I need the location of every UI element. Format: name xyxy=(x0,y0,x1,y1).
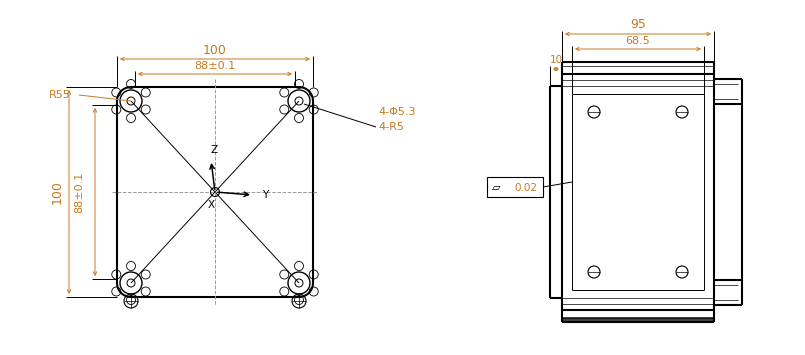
Text: 88±0.1: 88±0.1 xyxy=(194,61,236,71)
Text: 4-Φ5.3: 4-Φ5.3 xyxy=(378,107,415,117)
Text: 4-R5: 4-R5 xyxy=(378,122,404,132)
Bar xyxy=(562,317,714,322)
Text: Y: Y xyxy=(262,190,268,200)
Text: 0.02: 0.02 xyxy=(514,183,537,193)
Text: 95: 95 xyxy=(630,18,646,32)
Text: 88±0.1: 88±0.1 xyxy=(74,171,84,213)
Text: R55: R55 xyxy=(49,90,71,100)
Text: Z: Z xyxy=(210,145,217,155)
Text: 100: 100 xyxy=(203,44,227,56)
Text: 100: 100 xyxy=(51,180,64,204)
Bar xyxy=(487,177,543,197)
Text: 68.5: 68.5 xyxy=(625,36,650,46)
Text: 10: 10 xyxy=(550,55,563,65)
Text: X: X xyxy=(208,200,215,210)
Text: ▱: ▱ xyxy=(492,183,501,193)
